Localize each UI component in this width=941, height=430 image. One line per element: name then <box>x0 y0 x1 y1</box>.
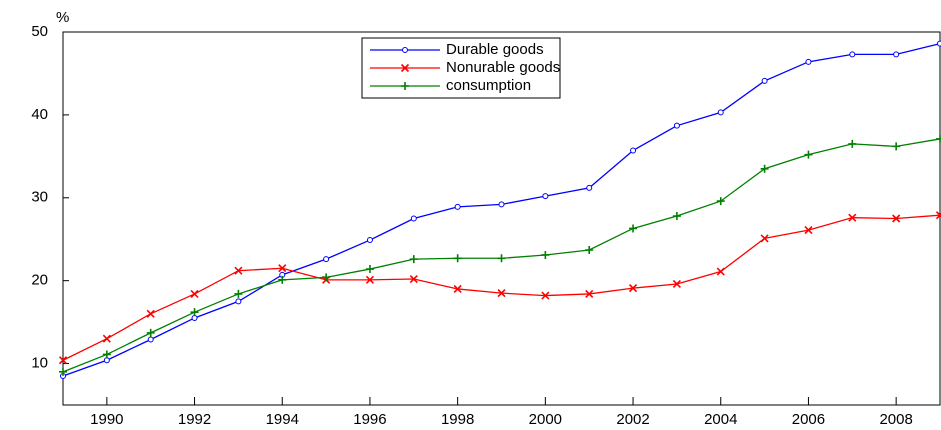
marker <box>59 367 67 376</box>
marker <box>892 142 901 151</box>
marker <box>322 273 331 282</box>
marker <box>454 203 461 210</box>
marker <box>672 212 681 221</box>
marker <box>805 58 812 65</box>
marker <box>366 237 373 244</box>
marker <box>628 284 638 293</box>
marker <box>936 134 941 143</box>
marker <box>542 193 549 200</box>
y-tick-label: 10 <box>31 355 48 372</box>
marker <box>585 289 594 298</box>
x-tick-label: 2008 <box>879 411 912 428</box>
y-tick-label: 20 <box>31 272 48 289</box>
marker <box>278 264 287 273</box>
y-tick-label: 50 <box>31 23 48 40</box>
x-tick-label: 1994 <box>266 411 299 428</box>
y-tick-label: 40 <box>31 106 48 123</box>
marker <box>453 284 462 294</box>
marker <box>760 234 769 243</box>
x-tick-label: 1998 <box>441 411 474 428</box>
marker <box>58 356 68 365</box>
marker <box>629 224 638 233</box>
marker <box>848 213 857 222</box>
marker <box>146 309 155 318</box>
marker <box>848 139 857 148</box>
marker <box>717 109 724 116</box>
marker <box>278 275 287 284</box>
marker <box>147 336 154 343</box>
y-tick-label: 30 <box>31 189 48 206</box>
marker <box>893 51 900 58</box>
marker <box>102 334 111 343</box>
marker <box>586 184 593 191</box>
marker <box>103 357 110 364</box>
legend-marker <box>402 47 408 53</box>
marker <box>672 279 681 289</box>
marker <box>146 328 155 337</box>
marker <box>235 298 242 305</box>
marker <box>716 197 725 206</box>
marker <box>541 250 550 259</box>
marker <box>804 226 813 235</box>
y-axis-label: % <box>56 9 69 26</box>
x-tick-label: 2004 <box>704 411 737 428</box>
marker <box>365 265 374 274</box>
x-tick-label: 1996 <box>353 411 386 428</box>
marker <box>102 350 111 359</box>
marker <box>497 254 506 263</box>
marker <box>937 40 941 47</box>
marker <box>804 150 813 159</box>
legend-marker <box>400 63 410 73</box>
marker <box>498 201 505 208</box>
marker <box>760 164 769 173</box>
marker <box>716 267 725 276</box>
x-tick-label: 1992 <box>178 411 211 428</box>
marker <box>234 289 243 298</box>
x-tick-label: 2000 <box>529 411 562 428</box>
plot-frame <box>62 31 941 406</box>
marker <box>410 215 417 222</box>
legend-marker <box>401 82 409 90</box>
series-line <box>62 214 941 361</box>
marker <box>365 275 375 284</box>
legend-label: Durable goods <box>446 41 544 58</box>
marker <box>673 122 680 129</box>
marker <box>409 274 418 284</box>
marker <box>630 147 637 154</box>
marker <box>849 51 856 58</box>
marker <box>585 245 594 254</box>
x-tick-label: 2006 <box>792 411 825 428</box>
x-tick-label: 2002 <box>616 411 649 428</box>
legend-label: Nonurable goods <box>446 59 560 76</box>
marker <box>190 308 199 317</box>
x-tick-label: 1990 <box>90 411 123 428</box>
legend-label: consumption <box>446 77 531 94</box>
marker <box>409 255 418 264</box>
marker <box>323 256 330 263</box>
marker <box>191 314 198 321</box>
marker <box>935 211 941 220</box>
marker <box>761 77 768 84</box>
marker <box>190 289 199 298</box>
marker <box>453 254 462 263</box>
marker <box>234 266 243 275</box>
marker <box>892 214 901 223</box>
marker <box>541 291 550 300</box>
marker <box>497 289 506 298</box>
